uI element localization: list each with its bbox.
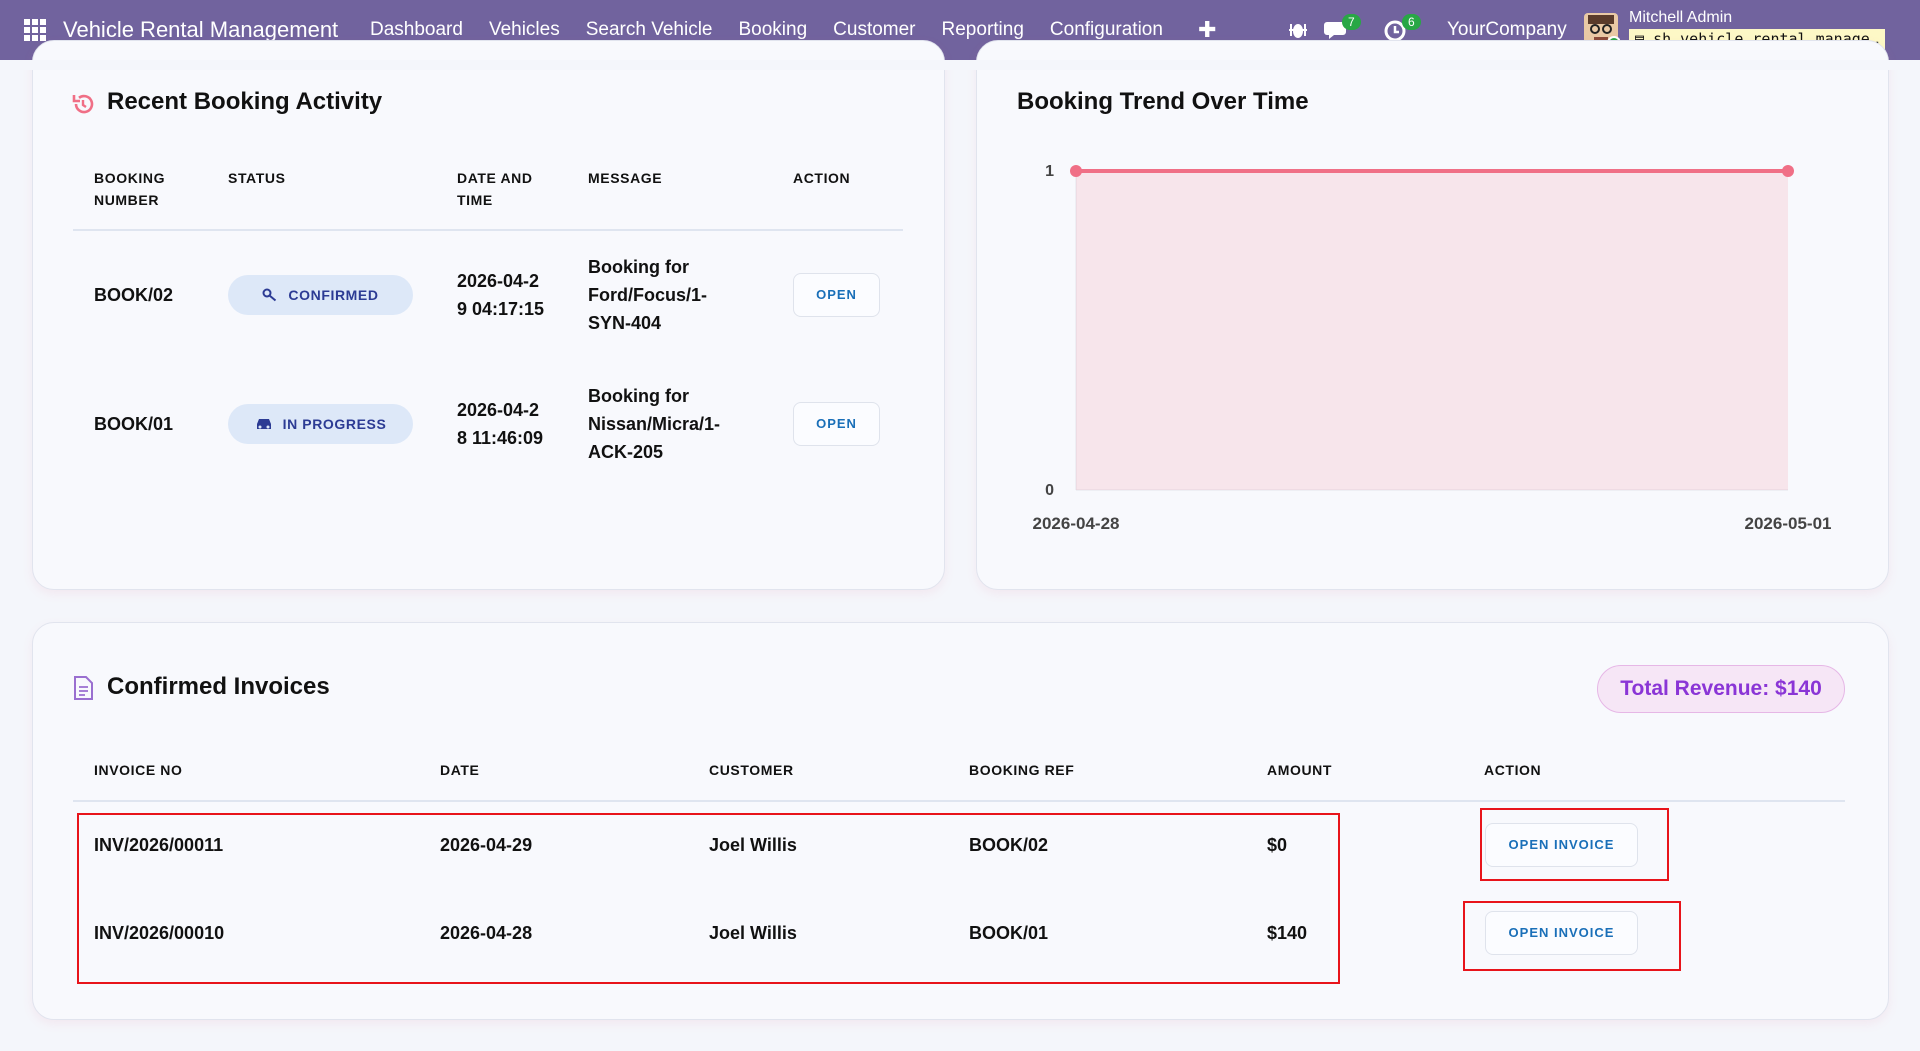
column-header: BOOKING NUMBER xyxy=(94,170,166,208)
invoice-icon xyxy=(74,676,93,700)
recent-booking-card xyxy=(32,40,945,590)
chat-icon[interactable] xyxy=(1324,18,1350,42)
column-header: MESSAGE xyxy=(588,170,663,186)
db-icon: ▤ xyxy=(1635,30,1654,48)
header-rule xyxy=(73,229,903,231)
menu-item[interactable]: Vehicles xyxy=(488,19,560,40)
message: Booking for Nissan/Micra/1-ACK-205 xyxy=(588,386,721,462)
invoices-title: Confirmed Invoices xyxy=(107,673,330,700)
activities-badge: 6 xyxy=(1402,14,1421,30)
open-invoice-button[interactable]: OPEN INVOICE xyxy=(1485,823,1638,867)
booking-number: BOOK/01 xyxy=(94,414,174,434)
debug-icon[interactable] xyxy=(1288,20,1308,40)
invoice-cell: INV/2026/00010 xyxy=(94,923,225,943)
y-tick-label: 1 xyxy=(1045,163,1054,180)
x-tick-label: 2026-04-28 xyxy=(1033,514,1120,533)
menu: Dashboard Vehicles Search Vehicle Booking Cu… xyxy=(370,0,1163,60)
date-time: 2026-04-29 04:17:15 xyxy=(457,271,545,319)
user-name[interactable]: Mitchell Admin xyxy=(1629,9,1733,26)
total-revenue: Total Revenue: $140 xyxy=(1597,665,1845,713)
open-invoice-button[interactable]: OPEN INVOICE xyxy=(1485,911,1638,955)
column-header: ACTION xyxy=(1484,762,1542,778)
header-rule xyxy=(73,800,1845,802)
messages-badge: 7 xyxy=(1342,14,1361,30)
status-text: IN PROGRESS xyxy=(282,416,387,432)
point xyxy=(1782,165,1794,177)
invoice-cell: BOOK/02 xyxy=(969,835,1049,855)
app-name[interactable]: Vehicle Rental Management xyxy=(63,17,339,42)
column-header: ACTION xyxy=(793,170,851,186)
column-header: BOOKING REF xyxy=(969,762,1075,778)
invoice-cell: $140 xyxy=(1267,923,1308,943)
company[interactable]: YourCompany xyxy=(1447,19,1567,40)
invoice-cell: Joel Willis xyxy=(709,835,797,855)
menu-item[interactable]: Configuration xyxy=(1049,19,1163,40)
date-time: 2026-04-28 11:46:09 xyxy=(457,400,544,448)
card-top-cover xyxy=(0,60,1920,70)
menu-item[interactable]: Reporting xyxy=(941,19,1024,40)
column-header: DATE AND TIME xyxy=(457,170,533,208)
menu-item[interactable]: Search Vehicle xyxy=(585,19,713,40)
column-header: DATE xyxy=(440,762,480,778)
column-header: CUSTOMER xyxy=(709,762,794,778)
recent-booking-title: Recent Booking Activity xyxy=(107,88,383,115)
status-badge: CONFIRMED xyxy=(228,275,413,315)
highlight-box xyxy=(1480,808,1669,881)
apps-icon[interactable] xyxy=(24,19,46,41)
invoice-cell: INV/2026/00011 xyxy=(94,835,224,855)
booking-trend-chart: 0 1 2026-04-28 2026-05-01 xyxy=(1033,163,1832,533)
column-header: STATUS xyxy=(228,170,286,186)
status-badge: IN PROGRESS xyxy=(228,404,413,444)
invoice-cell: BOOK/01 xyxy=(969,923,1049,943)
invoice-cell: $0 xyxy=(1267,835,1288,855)
status-icon xyxy=(256,419,271,429)
message: Booking for Ford/Focus/1-SYN-404 xyxy=(588,257,708,333)
booking-trend-card xyxy=(976,40,1889,590)
highlight-box xyxy=(77,813,1340,984)
history-icon xyxy=(72,94,94,114)
point xyxy=(1070,165,1082,177)
column-header: INVOICE NO xyxy=(94,762,183,778)
add-menu[interactable]: ✚ xyxy=(1198,17,1217,42)
invoice-cell: 2026-04-29 xyxy=(440,835,533,855)
invoice-cell: Joel Willis xyxy=(709,923,797,943)
column-header: AMOUNT xyxy=(1267,762,1333,778)
booking-number: BOOK/02 xyxy=(94,285,174,305)
invoice-cell: 2026-04-28 xyxy=(440,923,533,943)
status-text: CONFIRMED xyxy=(288,287,379,303)
menu-item[interactable]: Booking xyxy=(738,19,808,40)
y-tick-label: 0 xyxy=(1045,482,1054,499)
menu-item[interactable]: Dashboard xyxy=(370,19,463,40)
area xyxy=(1076,171,1788,490)
status-icon xyxy=(262,288,277,302)
menu-item[interactable]: Customer xyxy=(833,19,916,40)
open-button[interactable]: OPEN xyxy=(793,273,880,317)
chart-title: Booking Trend Over Time xyxy=(1017,88,1309,115)
x-tick-label: 2026-05-01 xyxy=(1745,514,1832,533)
open-button[interactable]: OPEN xyxy=(793,402,880,446)
highlight-box xyxy=(1463,901,1681,971)
